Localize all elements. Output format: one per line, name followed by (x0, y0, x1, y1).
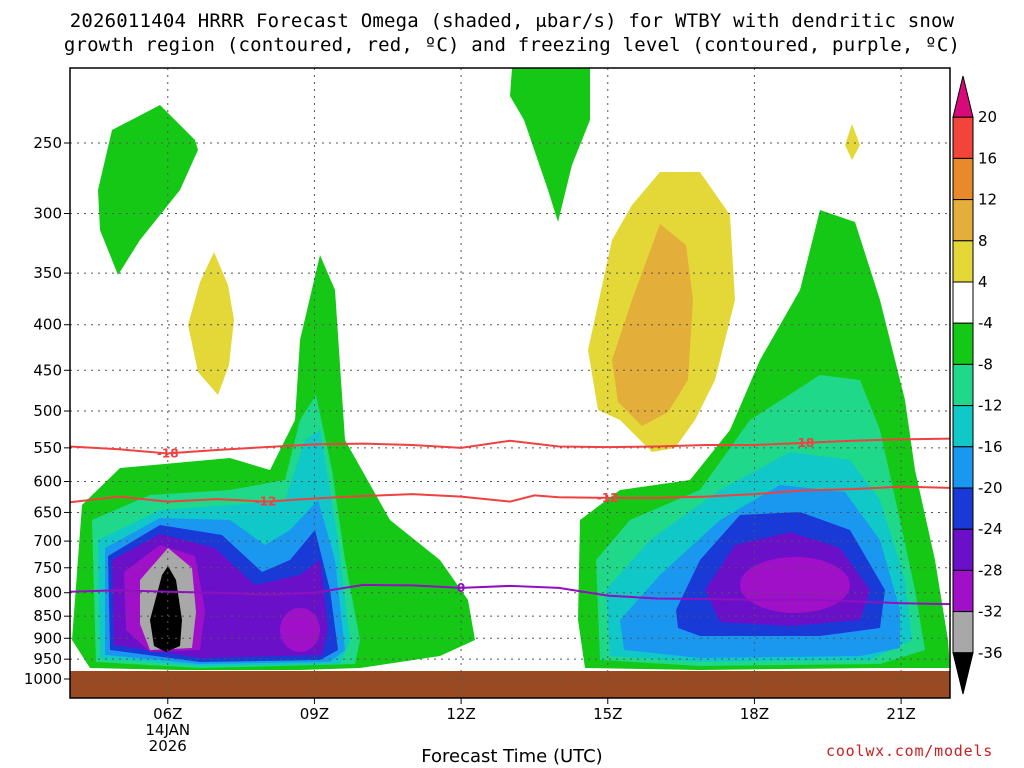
colorbar-segment-13 (952, 611, 974, 654)
x-tick-label-12Z: 12Z (446, 705, 475, 723)
colorbar: 20 16 12 8 4 -4 -8 -12 -16 -20 -24 -28 -32 -36 (952, 75, 1003, 695)
omega-region-upper-green-1 (98, 105, 198, 275)
omega-region-early-violet (280, 608, 320, 652)
y-tick-label-900: 900 (33, 629, 62, 647)
colorbar-label-20: 20 (978, 108, 997, 126)
colorbar-arrow-bottom (952, 652, 974, 695)
x-tick-label-21Z: 21Z (886, 705, 915, 723)
colorbar-label-4: 4 (978, 273, 988, 291)
y-tick-label-350: 350 (33, 264, 62, 282)
colorbar-segment-3 (952, 199, 974, 242)
x-tick-year-06Z: 2026 (149, 737, 187, 755)
colorbar-label--4: -4 (978, 314, 993, 332)
y-tick-label-250: 250 (33, 134, 62, 152)
colorbar-label-8: 8 (978, 232, 988, 250)
y-tick-label-500: 500 (33, 402, 62, 420)
freezing-level-contour-label-0: 0 (457, 581, 465, 595)
y-tick-label-950: 950 (33, 650, 62, 668)
dgz-contour-minus12-label-1: -12 (597, 491, 619, 505)
colorbar-segment-12 (952, 569, 974, 613)
omega-region-upper-green-2 (510, 68, 590, 222)
y-tick-label-550: 550 (33, 439, 62, 457)
y-tick-label-300: 300 (33, 204, 62, 222)
colorbar-label--20: -20 (978, 479, 1003, 497)
colorbar-segment-9 (952, 446, 974, 489)
x-axis-label: Forecast Time (UTC) (421, 746, 603, 767)
plot-area (70, 68, 950, 698)
x-tick-label-06Z: 06Z (153, 705, 182, 723)
omega-region-descent-0700z-yellow (188, 252, 234, 395)
y-tick-label-600: 600 (33, 472, 62, 490)
y-tick-label-650: 650 (33, 503, 62, 521)
y-tick-label-1000: 1000 (24, 670, 62, 688)
chart-title-line-2: growth region (contoured, red, ºC) and f… (63, 34, 961, 56)
omega-region-late-violet (740, 557, 850, 613)
colorbar-segment-11 (952, 528, 974, 571)
y-tick-label-450: 450 (33, 361, 62, 379)
y-tick-label-750: 750 (33, 559, 62, 577)
x-tick-label-15Z: 15Z (593, 705, 622, 723)
x-tick-label-18Z: 18Z (740, 705, 769, 723)
y-tick-label-700: 700 (33, 532, 62, 550)
colorbar-label-12: 12 (978, 191, 997, 209)
colorbar-label--28: -28 (978, 561, 1003, 579)
dgz-contour-minus18-label-0: -18 (157, 446, 179, 460)
omega-region-descent-upper-yellow (845, 124, 860, 160)
plot-frame (69, 67, 951, 699)
colorbar-label--36: -36 (978, 644, 1003, 662)
dgz-contour-minus12-label-0: -12 (255, 495, 277, 509)
colorbar-segment-2 (952, 157, 974, 201)
dgz-contour-minus18-label-1: -18 (792, 436, 814, 450)
colorbar-label--32: -32 (978, 603, 1003, 621)
axes: 250 300 350 400 450 500 550 600 650 700 750 800 850 9… (24, 134, 916, 755)
omega-region-early-black (150, 566, 182, 652)
colorbar-label-16: 16 (978, 149, 997, 167)
y-tick-label-800: 800 (33, 584, 62, 602)
site-credit: coolwx.com/models (826, 742, 994, 760)
y-tick-label-400: 400 (33, 316, 62, 334)
colorbar-label--16: -16 (978, 438, 1003, 456)
colorbar-segment-7 (952, 363, 974, 407)
colorbar-label--24: -24 (978, 520, 1003, 538)
x-tick-date-06Z: 14JAN (145, 721, 190, 739)
colorbar-segment-10 (952, 487, 974, 530)
contour-lines: -18 -18 -12 -12 0 (70, 436, 950, 606)
freezing-level-contour (70, 583, 950, 606)
chart-title-line-1: 2026011404 HRRR Forecast Omega (shaded, … (69, 10, 955, 32)
colorbar-segment-8 (952, 405, 974, 448)
colorbar-segment-6 (952, 322, 974, 365)
x-tick-label-09Z: 09Z (300, 705, 329, 723)
colorbar-label--12: -12 (978, 397, 1003, 415)
y-tick-label-850: 850 (33, 607, 62, 625)
colorbar-arrow-top (952, 75, 974, 118)
colorbar-label--8: -8 (978, 355, 993, 373)
colorbar-segment-1 (952, 116, 974, 159)
dgz-contour-minus18 (70, 437, 950, 455)
ground-surface (70, 671, 950, 698)
colorbar-segment-4 (952, 240, 974, 283)
colorbar-segment-5 (952, 281, 974, 324)
dgz-contour-minus12 (70, 485, 950, 504)
